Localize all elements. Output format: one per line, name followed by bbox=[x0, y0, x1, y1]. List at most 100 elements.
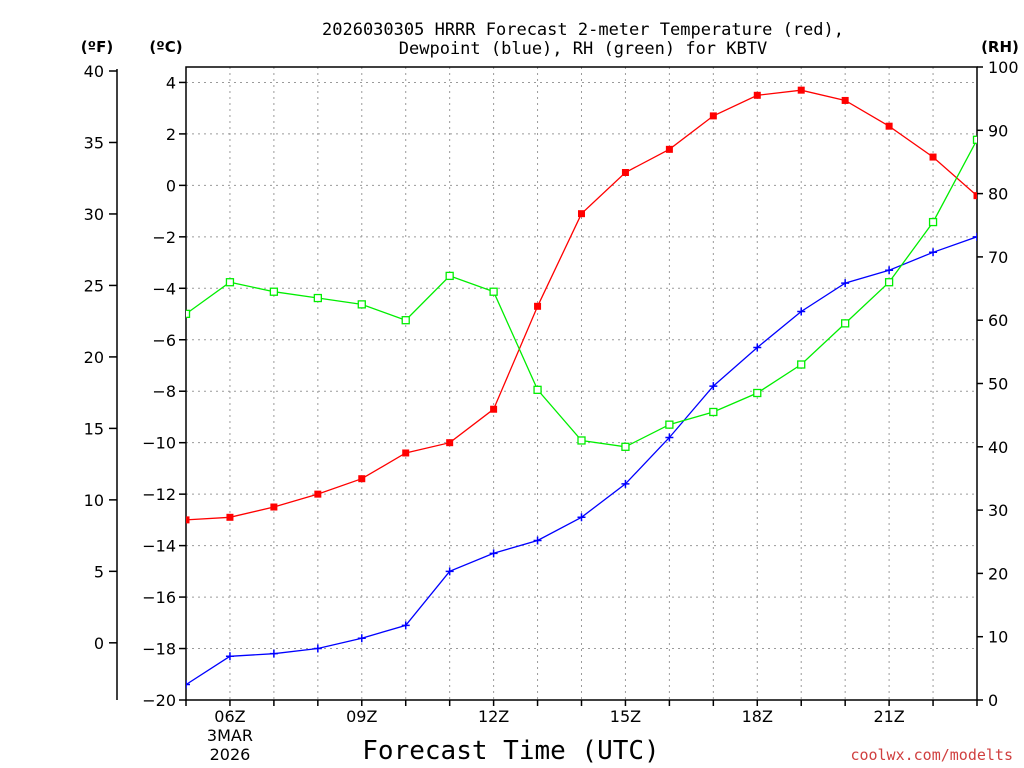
rh-point bbox=[186, 309, 191, 319]
rh-point bbox=[489, 287, 498, 296]
rh-point bbox=[445, 271, 454, 281]
2-meter-temperature-point bbox=[621, 169, 629, 176]
rh-point bbox=[928, 217, 938, 227]
dewpoint-point bbox=[797, 307, 806, 316]
rh-unit-label: (RH) bbox=[981, 38, 1019, 56]
celsius-tick-label: −16 bbox=[142, 588, 176, 607]
rh-tick-label: 20 bbox=[988, 564, 1008, 583]
fahrenheit-tick-label: 30 bbox=[84, 205, 104, 224]
2-meter-temperature-point bbox=[973, 192, 977, 200]
fahrenheit-tick-label: 40 bbox=[84, 62, 104, 81]
time-tick-label: 21Z bbox=[873, 707, 904, 726]
celsius-tick-label: 4 bbox=[166, 73, 176, 92]
2-meter-temperature-point bbox=[314, 490, 322, 498]
rh-point bbox=[401, 316, 410, 325]
rh-point bbox=[621, 442, 630, 451]
celsius-tick-label: −14 bbox=[142, 537, 176, 556]
dewpoint-point bbox=[973, 232, 977, 241]
chart-subtitle: Dewpoint (blue), RH (green) for KBTV bbox=[399, 39, 767, 59]
rh-point bbox=[884, 278, 894, 287]
credit-text: coolwx.com/modelts bbox=[850, 746, 1013, 764]
rh-point bbox=[577, 436, 586, 445]
dewpoint-point bbox=[621, 479, 630, 488]
dewpoint-point bbox=[269, 649, 278, 658]
date-label-year: 2026 bbox=[210, 745, 251, 764]
rh-point bbox=[753, 388, 762, 398]
rh-point bbox=[797, 360, 806, 369]
celsius-tick-label: −10 bbox=[142, 434, 176, 453]
fahrenheit-tick-label: 10 bbox=[84, 491, 104, 510]
fahrenheit-tick-label: 35 bbox=[84, 133, 104, 152]
fahrenheit-unit-label: (ºF) bbox=[81, 38, 113, 56]
celsius-unit-label: (ºC) bbox=[149, 38, 182, 56]
dewpoint-point bbox=[225, 652, 234, 661]
2-meter-temperature-point bbox=[226, 513, 234, 521]
rh-tick-label: 80 bbox=[988, 185, 1008, 204]
2-meter-temperature-point bbox=[885, 122, 893, 130]
2-meter-temperature-point bbox=[929, 153, 937, 161]
dewpoint-point bbox=[709, 382, 718, 391]
celsius-tick-label: −8 bbox=[152, 382, 176, 401]
celsius-tick-label: −20 bbox=[142, 691, 176, 710]
2-meter-temperature-line bbox=[186, 89, 977, 521]
rh-point bbox=[269, 287, 279, 296]
rh-tick-label: 30 bbox=[988, 501, 1008, 520]
rh-tick-label: 90 bbox=[988, 121, 1008, 140]
rh-tick-label: 0 bbox=[988, 691, 998, 710]
celsius-tick-label: 2 bbox=[166, 125, 176, 144]
dewpoint-point bbox=[533, 536, 542, 545]
2-meter-temperature-point bbox=[797, 86, 805, 94]
rh-point bbox=[313, 293, 322, 303]
fahrenheit-tick-label: 15 bbox=[84, 419, 104, 438]
2-meter-temperature-point bbox=[490, 405, 498, 413]
time-tick-label: 18Z bbox=[742, 707, 773, 726]
dewpoint-point bbox=[753, 343, 762, 352]
celsius-tick-label: 0 bbox=[166, 176, 176, 195]
2-meter-temperature-point bbox=[186, 516, 190, 524]
celsius-axis: 4 2 0 −2 −4 −6 −8 −10 −12 −14 −16 −18 −20 bbox=[142, 73, 186, 710]
dewpoint-point bbox=[885, 266, 894, 275]
2-meter-temperature-point bbox=[446, 439, 454, 447]
grid-lines bbox=[186, 67, 977, 700]
dewpoint-point bbox=[665, 433, 674, 442]
rh-point bbox=[709, 407, 718, 417]
dewpoint-point bbox=[445, 567, 454, 576]
time-tick-label: 09Z bbox=[346, 707, 377, 726]
time-tick-label: 12Z bbox=[478, 707, 509, 726]
time-tick-label: 06Z bbox=[214, 707, 245, 726]
2-meter-temperature-point bbox=[753, 91, 761, 99]
2-meter-temperature-point bbox=[270, 503, 278, 511]
dewpoint-point bbox=[929, 248, 938, 257]
celsius-tick-label: −4 bbox=[152, 279, 176, 298]
dewpoint-line bbox=[186, 236, 977, 686]
rh-point bbox=[665, 420, 674, 429]
celsius-tick-label: −18 bbox=[142, 640, 176, 659]
rh-point bbox=[841, 319, 850, 328]
celsius-tick-label: −6 bbox=[152, 331, 176, 350]
rh-tick-label: 100 bbox=[988, 58, 1019, 77]
2-meter-temperature-point bbox=[534, 302, 542, 310]
data-series bbox=[186, 86, 977, 689]
dewpoint-point bbox=[186, 680, 190, 689]
2-meter-temperature-point bbox=[578, 210, 585, 218]
dewpoint-point bbox=[357, 634, 366, 643]
2-meter-temperature-point bbox=[665, 145, 673, 153]
time-tick-label: 15Z bbox=[610, 707, 641, 726]
dewpoint-point bbox=[577, 513, 586, 522]
celsius-tick-label: −12 bbox=[142, 485, 176, 504]
celsius-tick-label: −2 bbox=[152, 228, 176, 247]
dewpoint-point bbox=[313, 644, 322, 653]
plot-frame bbox=[185, 66, 978, 701]
dewpoint-point bbox=[841, 279, 850, 288]
x-axis-label: Forecast Time (UTC) bbox=[362, 736, 659, 766]
rh-tick-label: 10 bbox=[988, 628, 1008, 647]
rh-tick-label: 40 bbox=[988, 438, 1008, 457]
fahrenheit-tick-label: 5 bbox=[94, 562, 104, 581]
fahrenheit-tick-label: 0 bbox=[94, 634, 104, 653]
rh-tick-label: 70 bbox=[988, 248, 1008, 267]
chart-title: 2026030305 HRRR Forecast 2-meter Tempera… bbox=[322, 20, 844, 40]
2-meter-temperature-point bbox=[358, 475, 366, 483]
date-label-month: 3MAR bbox=[207, 726, 253, 745]
fahrenheit-axis: 40 35 30 25 20 15 10 5 0 bbox=[84, 62, 117, 653]
